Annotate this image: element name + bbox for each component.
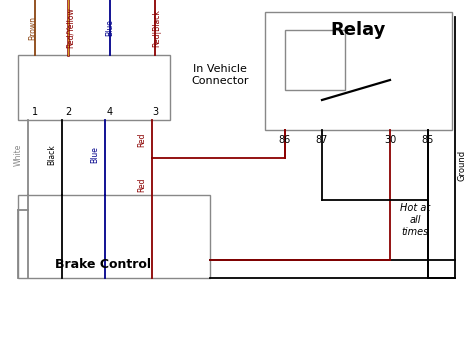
Text: Red|Black: Red|Black [153, 9, 162, 47]
Text: 85: 85 [422, 135, 434, 145]
Text: Brown: Brown [28, 16, 37, 40]
Text: Blue: Blue [91, 147, 100, 164]
Text: Ground: Ground [457, 150, 466, 181]
Text: Red/Yellow: Red/Yellow [65, 7, 74, 48]
Text: White: White [13, 144, 22, 166]
Text: Brake Control: Brake Control [55, 257, 151, 271]
Text: 4: 4 [107, 107, 113, 117]
Text: Black: Black [47, 144, 56, 165]
Text: Red: Red [137, 178, 146, 192]
Text: 87: 87 [316, 135, 328, 145]
Bar [285, 30, 345, 90]
Text: In Vehicle
Connector: In Vehicle Connector [191, 64, 249, 86]
Text: 2: 2 [65, 107, 71, 117]
Text: 86: 86 [279, 135, 291, 145]
Text: 30: 30 [384, 135, 396, 145]
Text: Hot at
all
times: Hot at all times [400, 203, 430, 237]
Text: Red: Red [137, 133, 146, 147]
Text: Blue: Blue [106, 20, 115, 36]
Text: 3: 3 [152, 107, 158, 117]
Bar [18, 195, 210, 278]
Text: 1: 1 [32, 107, 38, 117]
Text: Relay: Relay [331, 21, 386, 39]
Bar [265, 12, 452, 130]
Bar [18, 55, 170, 120]
